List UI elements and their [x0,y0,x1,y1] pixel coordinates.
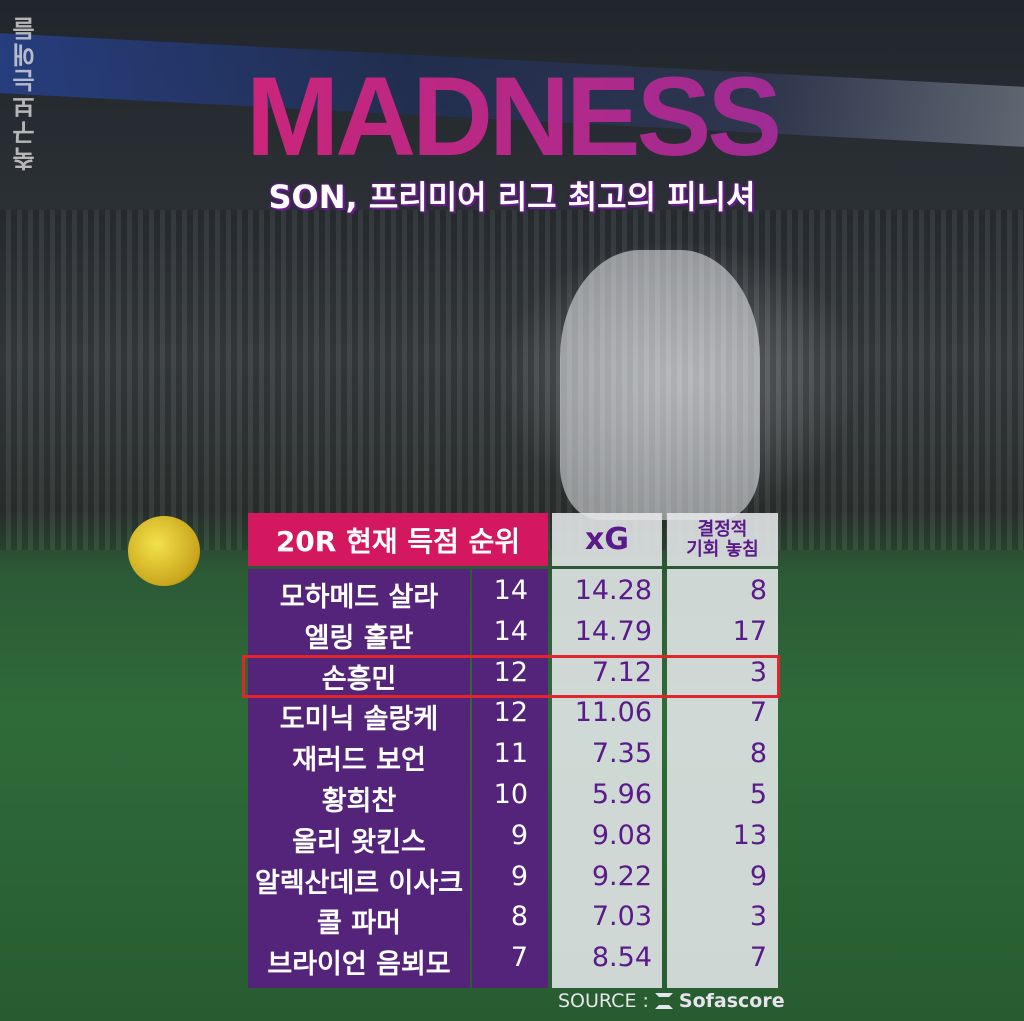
table-row: 손흥민 12 7.12 3 [248,653,778,695]
missed-chances-value: 8 [749,575,767,606]
table-row: 브라이언 음뵈모 7 8.54 7 [248,938,778,981]
goals-column [472,569,548,988]
source: SOURCE : Sofascore [558,990,785,1012]
sofascore-icon [654,993,673,1009]
xg-value: 7.03 [591,901,652,933]
crowd [0,210,1024,550]
subtitle: SON, 프리미어 리그 최고의 피니셔 [268,178,756,216]
source-label: SOURCE : [558,990,649,1012]
table-row: 재러드 보언 11 7.35 8 [248,734,778,777]
xg-value: 7.12 [591,656,652,688]
missed-chances-value: 8 [749,738,767,770]
goals-value: 14 [493,575,528,606]
player-name: 콜 파머 [317,908,401,940]
header-ranking: 20R 현재 득점 순위 [248,513,548,566]
goals-value: 9 [510,860,528,892]
xg-value: 8.54 [591,942,652,974]
goals-value: 7 [510,942,528,974]
xg-value: 7.35 [591,738,652,770]
header-missed-line1: 결정적 [697,518,748,540]
player-name: 브라이언 음뵈모 [267,949,451,981]
goals-value: 9 [510,819,528,851]
table-row: 올리 왓킨스 9 9.08 13 [248,816,778,858]
missed-chances-value: 5 [749,779,767,810]
table-row: 엘링 홀란 14 14.79 17 [248,612,778,654]
football [128,516,200,586]
table-row: 도미닉 솔랑케 12 11.06 7 [248,693,778,736]
player-figure [560,250,760,520]
table-row: 알렉산데르 이사크 9 9.22 9 [248,857,778,899]
xg-value: 11.06 [574,697,652,729]
header-missed-line2: 기회 놓침 [686,538,759,560]
xg-value: 14.28 [574,575,652,606]
table-row: 콜 파머 8 7.03 3 [248,897,778,940]
goals-value: 10 [493,779,528,810]
table-row: 황희찬 10 5.96 5 [248,775,778,817]
goals-value: 12 [493,656,528,688]
goals-value: 12 [493,697,528,729]
player-name: 손흥민 [321,663,397,695]
player-name: 알렉산데르 이사크 [254,867,464,899]
goals-value: 11 [493,738,528,770]
player-name: 올리 왓킨스 [292,826,426,858]
missed-chances-value: 3 [749,901,767,933]
xg-value: 9.08 [591,819,652,851]
missed-column [667,569,778,988]
xg-column [552,569,662,988]
source-brand: Sofascore [678,990,785,1012]
missed-chances-value: 13 [732,819,767,851]
missed-chances-value: 3 [749,656,767,688]
xg-value: 9.22 [591,860,652,892]
missed-chances-value: 9 [749,860,767,892]
player-name: 도미닉 솔랑케 [279,704,439,736]
title: MADNESS [0,52,1024,181]
header-xg: xG [552,513,662,566]
player-name: 재러드 보언 [292,745,426,777]
xg-value: 14.79 [574,615,652,647]
name-column [248,569,470,988]
missed-chances-value: 7 [749,697,767,729]
goals-value: 8 [510,901,528,933]
xg-value: 5.96 [591,779,652,810]
table-row: 모하메드 살라 14 14.28 8 [248,571,778,613]
player-name: 엘링 홀란 [304,622,414,654]
header-missed: 결정적 기회 놓침 [667,513,778,566]
goals-value: 14 [493,615,528,647]
highlight-box [242,655,780,698]
player-name: 황희찬 [321,786,397,817]
missed-chances-value: 17 [732,615,767,647]
player-name: 모하메드 살라 [279,582,439,613]
missed-chances-value: 7 [749,942,767,974]
